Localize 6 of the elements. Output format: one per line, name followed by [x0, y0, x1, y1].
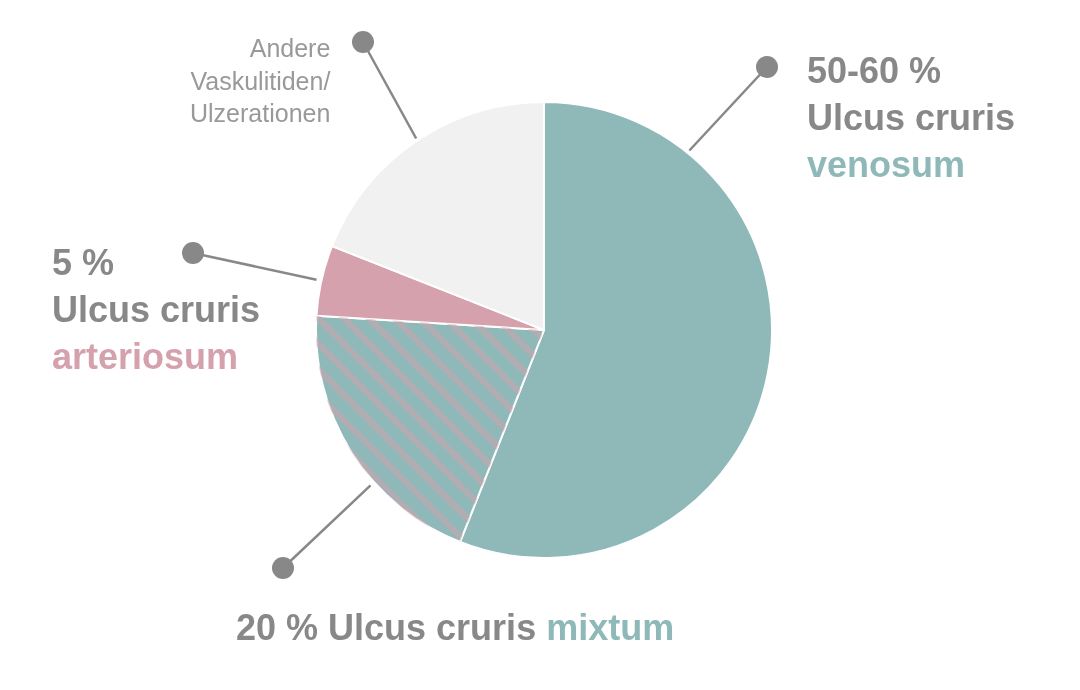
data-label: 5 % [52, 242, 115, 283]
slice-label: Andere Vaskulitiden/ Ulzerationen [190, 34, 331, 127]
text: 50-60 % [807, 50, 942, 91]
slice-label: Ulcus cruris venosum [807, 96, 1016, 185]
slice-label: 20 % Ulcus cruris mixtum [236, 607, 675, 648]
slice-label: Ulcus cruris arteriosum [52, 288, 261, 377]
